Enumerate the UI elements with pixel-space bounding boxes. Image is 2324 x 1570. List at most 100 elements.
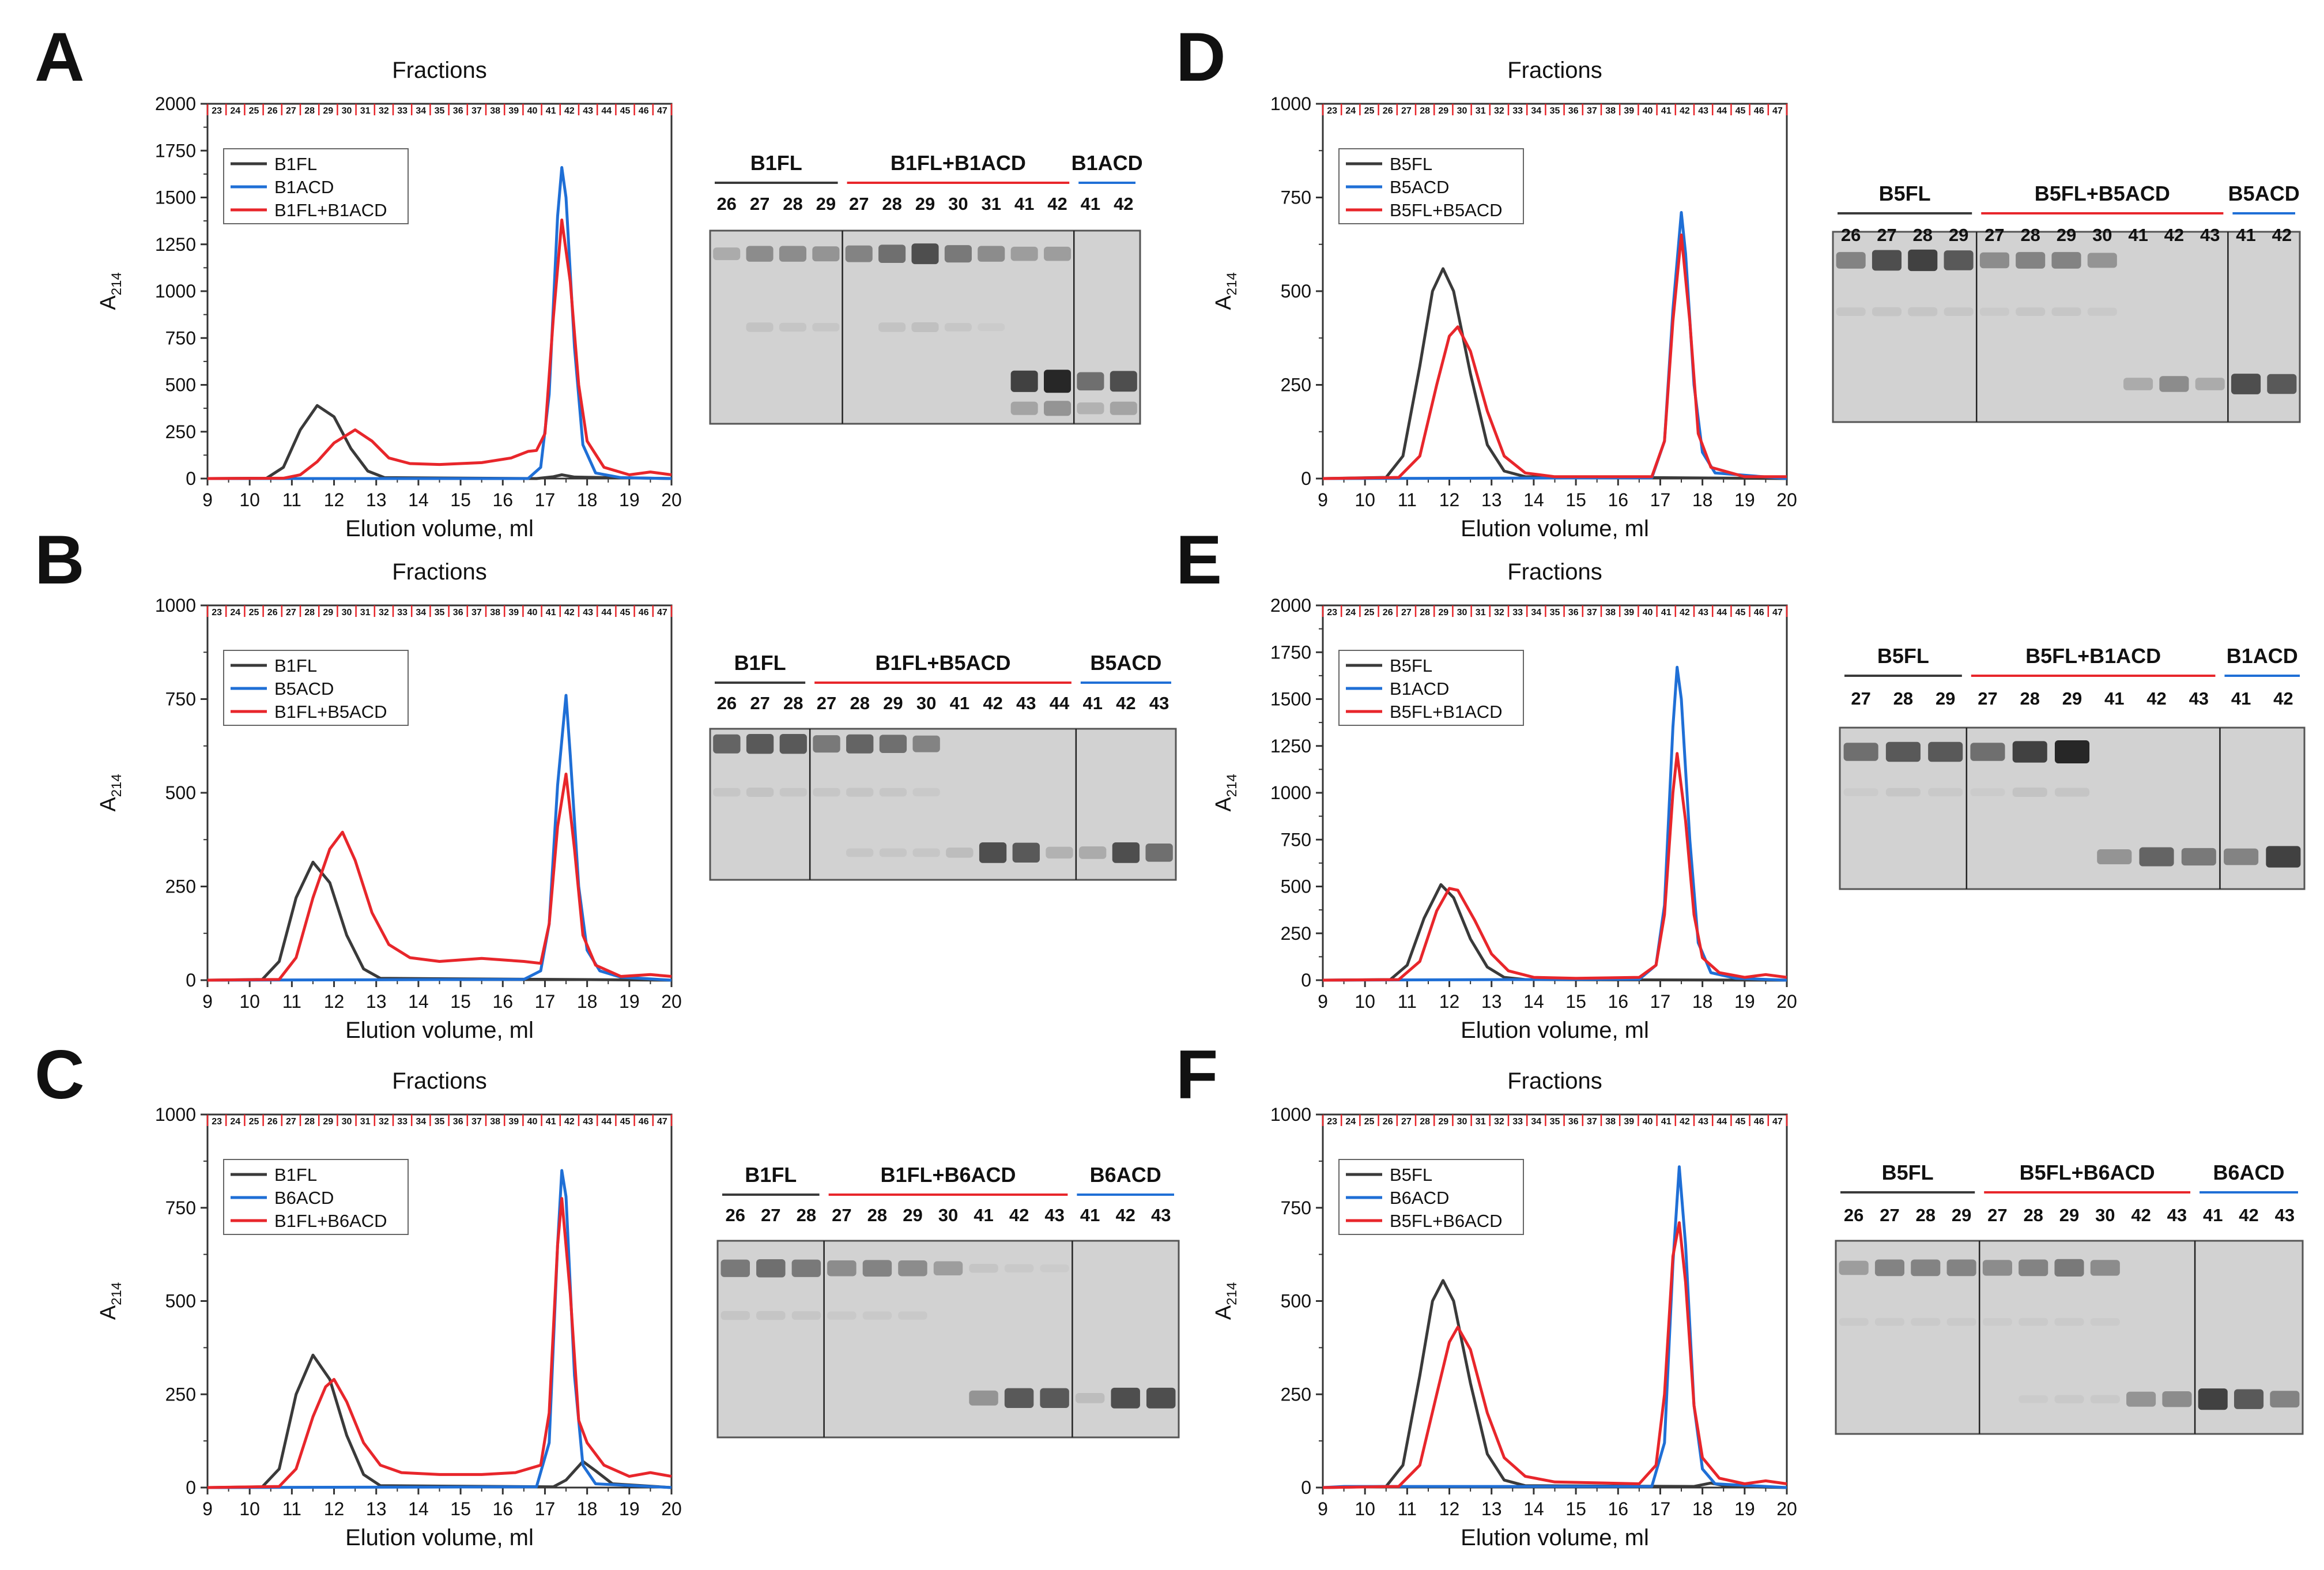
panel-b: B 23 24 25 26 27 28 29 30 31 32 33 34 35 36 37 38 39 40 41 4… xyxy=(35,521,1177,1043)
fraction-label: 36 xyxy=(453,608,463,618)
fraction-label: 47 xyxy=(1772,608,1783,618)
y-tick-label: 1000 xyxy=(155,595,196,616)
x-tick-label: 9 xyxy=(202,1499,213,1519)
gel-lane-number: 28 xyxy=(783,693,803,713)
legend-label: B5ACD xyxy=(274,679,334,699)
gel-band xyxy=(2012,741,2047,763)
x-tick-label: 19 xyxy=(619,991,640,1012)
fraction-label: 47 xyxy=(657,1117,667,1127)
legend-label: B1FL xyxy=(274,1165,317,1185)
fraction-label: 34 xyxy=(1531,106,1541,116)
gel-band xyxy=(979,842,1007,863)
x-tick-label: 11 xyxy=(282,991,301,1012)
fraction-label: 45 xyxy=(620,106,631,116)
fraction-label: 34 xyxy=(416,608,426,618)
fraction-label: 31 xyxy=(360,1117,371,1127)
gel-band xyxy=(1010,401,1038,415)
gel-group-label: B1FL+B5ACD xyxy=(875,651,1010,675)
gel-band xyxy=(827,1260,857,1277)
fraction-label: 42 xyxy=(1680,106,1690,116)
gel-band xyxy=(1982,1260,2012,1276)
fraction-label: 38 xyxy=(490,1117,500,1127)
gel-band xyxy=(2016,307,2046,316)
gel-band xyxy=(812,246,840,262)
x-tick-label: 19 xyxy=(619,490,640,510)
fraction-label: 29 xyxy=(1438,608,1448,618)
gel-group-label: B5FL+B6ACD xyxy=(2020,1161,2155,1184)
x-tick-label: 19 xyxy=(619,1499,640,1519)
fraction-label: 46 xyxy=(639,106,649,116)
fraction-label: 29 xyxy=(1438,106,1448,116)
legend-label: B1FL+B6ACD xyxy=(274,1211,387,1231)
fraction-label: 35 xyxy=(1550,1117,1560,1127)
fraction-label: 34 xyxy=(416,1117,426,1127)
gel-group-label: B5FL+B5ACD xyxy=(2035,182,2170,205)
fraction-label: 26 xyxy=(1383,1117,1393,1127)
fraction-label: 47 xyxy=(657,608,667,618)
x-tick-label: 19 xyxy=(1734,490,1755,510)
y-tick-label: 250 xyxy=(1281,1384,1311,1405)
y-tick-label: 750 xyxy=(165,327,196,348)
gel-band xyxy=(845,245,873,262)
x-tick-label: 15 xyxy=(450,991,471,1012)
gel-lane-number: 29 xyxy=(2059,1205,2079,1225)
gel-group-label: B6ACD xyxy=(1090,1163,1161,1187)
fraction-label: 32 xyxy=(1494,608,1504,618)
fraction-label: 28 xyxy=(1420,106,1430,116)
gel-lane-number: 27 xyxy=(1877,225,1896,245)
x-tick-label: 10 xyxy=(239,490,260,510)
x-tick-label: 13 xyxy=(366,1499,387,1519)
gel-lane-number: 41 xyxy=(974,1205,993,1225)
gel-band xyxy=(944,245,972,263)
fraction-label: 29 xyxy=(323,1117,333,1127)
fraction-label: 31 xyxy=(1476,608,1486,618)
x-tick-label: 10 xyxy=(239,1499,260,1519)
gel-lane-number: 26 xyxy=(1841,225,1861,245)
gel-band xyxy=(846,848,874,857)
gel-band xyxy=(2054,1259,2084,1277)
gel-lane-number: 28 xyxy=(1916,1205,1936,1225)
fraction-label: 39 xyxy=(1624,106,1634,116)
gel-group-label: B1FL xyxy=(734,651,786,675)
fraction-label: 24 xyxy=(230,106,240,116)
legend-label: B5FL+B5ACD xyxy=(1390,200,1503,220)
fraction-label: 45 xyxy=(1736,106,1746,116)
y-axis-label: A214 xyxy=(96,1282,124,1320)
gel-lane-number: 29 xyxy=(915,194,935,214)
x-tick-label: 10 xyxy=(1355,991,1375,1012)
gel-band xyxy=(756,1259,786,1278)
fraction-label: 43 xyxy=(583,1117,593,1127)
fraction-label: 37 xyxy=(471,1117,482,1127)
gel-band xyxy=(713,247,741,261)
gel-band xyxy=(2087,307,2117,316)
gel-lane-number: 28 xyxy=(867,1205,887,1225)
gel-band xyxy=(1872,307,1902,317)
fraction-label: 44 xyxy=(1716,1117,1727,1127)
gel-band xyxy=(2012,787,2047,797)
gel-lane-number: 41 xyxy=(2231,688,2251,709)
fraction-label: 32 xyxy=(379,1117,389,1127)
gel-band xyxy=(2054,1395,2084,1403)
legend-label: B5FL+B1ACD xyxy=(1390,702,1503,722)
fraction-label: 45 xyxy=(1736,608,1746,618)
gel-lane-number: 42 xyxy=(983,693,1002,713)
fraction-label: 33 xyxy=(1512,106,1523,116)
gel-band xyxy=(2019,1395,2048,1403)
legend-label: B6ACD xyxy=(1390,1188,1449,1208)
y-axis-label: A214 xyxy=(96,272,124,310)
y-axis-label-sub: 214 xyxy=(1224,774,1240,797)
x-tick-label: 15 xyxy=(1565,490,1586,510)
fractions-title: Fractions xyxy=(392,58,487,83)
gel-band xyxy=(862,1260,892,1277)
x-tick-label: 14 xyxy=(1523,490,1544,510)
fraction-label: 38 xyxy=(490,106,500,116)
x-tick-label: 18 xyxy=(1692,490,1713,510)
fraction-label: 44 xyxy=(1716,106,1727,116)
gel-band xyxy=(1040,1388,1069,1408)
fraction-label: 28 xyxy=(304,608,315,618)
fraction-label: 40 xyxy=(1643,1117,1653,1127)
x-tick-label: 14 xyxy=(1523,991,1544,1012)
gel-band xyxy=(878,322,906,332)
fraction-label: 28 xyxy=(304,1117,315,1127)
x-tick-label: 15 xyxy=(450,490,471,510)
